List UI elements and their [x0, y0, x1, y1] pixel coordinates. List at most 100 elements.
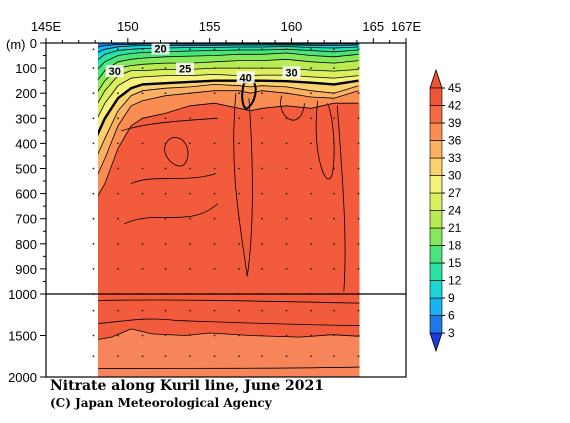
colorbar-tick-label: 9: [448, 291, 455, 305]
station-dot: [213, 309, 216, 312]
station-dot: [238, 142, 240, 145]
station-dot: [164, 192, 167, 195]
y-tick-label: 400: [15, 136, 37, 151]
station-dot: [141, 242, 144, 245]
contour-line-bold: [98, 79, 359, 137]
contour-label: 20: [154, 44, 166, 56]
colorbar-tick-label: 27: [448, 186, 462, 200]
station-dot: [261, 242, 263, 245]
contour-line: [233, 93, 253, 277]
colorbar-segment: [429, 175, 443, 194]
station-dot: [261, 48, 263, 51]
colorbar-segment: [429, 122, 443, 141]
station-dot: [357, 142, 360, 145]
station-dot: [238, 192, 240, 195]
y-tick-label: 300: [15, 111, 37, 126]
y-tick-label: 900: [15, 262, 37, 277]
station-dot: [310, 167, 312, 170]
station-dot: [357, 268, 360, 270]
station-dot: [117, 268, 119, 270]
station-dot: [92, 334, 95, 337]
station-dot: [261, 355, 263, 358]
colorbar-tick-label: 18: [448, 239, 462, 253]
station-dot: [357, 92, 360, 95]
no-data-west-deep: [46, 294, 92, 377]
station-dot: [285, 48, 288, 51]
station-dot: [189, 92, 191, 95]
x-tick-label: 167E: [391, 19, 422, 34]
station-dot: [213, 167, 216, 170]
station-dot: [189, 217, 191, 220]
longitude-axis: 145E 150 155 160 165 167E: [31, 19, 422, 43]
station-dot: [333, 192, 335, 195]
station-dot: [357, 167, 360, 170]
contour-label: 30: [285, 67, 297, 79]
station-dot: [213, 355, 216, 358]
station-dot: [357, 355, 360, 358]
depth-unit-label: (m): [6, 37, 26, 52]
section-plot-area: 20 25 30 40 30: [45, 42, 407, 378]
station-dot: [92, 167, 95, 170]
station-dot: [238, 242, 240, 245]
station-dot: [238, 334, 240, 337]
colorbar-bottom-arrow: [429, 332, 443, 353]
contour-line: [98, 299, 360, 304]
contour-label: 25: [179, 64, 191, 76]
station-dot: [92, 309, 95, 312]
station-dot: [333, 217, 335, 220]
contour-line: [98, 366, 360, 370]
station-dot: [92, 48, 95, 51]
station-dot: [189, 48, 191, 51]
y-tick-label: 200: [15, 86, 37, 101]
contour-line: [336, 105, 346, 292]
contour-line: [280, 95, 305, 121]
station-dot: [357, 192, 360, 195]
no-data-east: [359, 43, 375, 377]
station-dot: [238, 268, 240, 270]
station-dot: [117, 355, 119, 358]
station-dot: [141, 67, 144, 69]
station-dot: [333, 167, 335, 170]
station-dot: [213, 242, 216, 245]
station-dot: [333, 67, 335, 69]
contour-line: [98, 83, 359, 155]
colorbar-tick-label: 21: [448, 221, 462, 235]
station-dot: [238, 92, 240, 95]
station-dot: [213, 117, 216, 120]
station-dot: [92, 67, 95, 69]
station-dot: [141, 48, 144, 51]
station-dot: [333, 309, 335, 312]
station-dot: [310, 67, 312, 69]
station-dot: [117, 142, 119, 145]
contour-line: [98, 102, 359, 197]
station-dot: [189, 334, 191, 337]
colorbar-tick-label: 42: [448, 99, 462, 113]
station-dot: [310, 309, 312, 312]
station-dot: [92, 268, 95, 270]
colorbar-segment: [429, 245, 443, 264]
station-dot: [333, 48, 335, 51]
contour-line: [130, 173, 217, 184]
station-dot: [357, 217, 360, 220]
contour-line: [98, 52, 359, 81]
station-dot: [285, 355, 288, 358]
station-dot: [141, 167, 144, 170]
station-dot: [238, 167, 240, 170]
colorbar-tick-label: 45: [448, 81, 462, 95]
y-tick-label: 0: [30, 36, 37, 51]
station-dot: [285, 167, 288, 170]
contour-label-bg: [236, 71, 255, 84]
station-dot: [141, 334, 144, 337]
colorbar-tick-label: 6: [448, 309, 455, 323]
station-dot: [333, 142, 335, 145]
station-dot: [261, 92, 263, 95]
contour-line: [124, 203, 219, 225]
station-dot: [357, 309, 360, 312]
station-dot: [164, 92, 167, 95]
station-dot: [285, 242, 288, 245]
station-dot: [357, 48, 360, 51]
x-tick-label: 155: [199, 19, 221, 34]
station-dot: [213, 142, 216, 145]
station-dot: [213, 67, 216, 69]
